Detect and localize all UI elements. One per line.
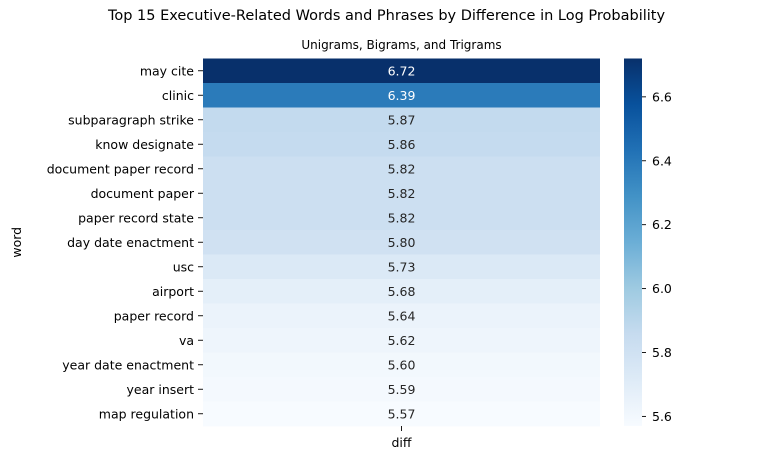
- y-tick-label: may cite: [140, 63, 194, 78]
- y-tick-label: va: [179, 333, 194, 348]
- y-tick-label: paper record state: [78, 210, 194, 225]
- heatmap-cell: [203, 352, 600, 378]
- cell-value-label: 5.87: [388, 112, 416, 127]
- heatmap-cells: 6.72 6.39 5.87 5.86 5.82 5.82 5.82 5.80 5.73 5.68…: [203, 58, 600, 427]
- heatmap-cell: [203, 377, 600, 402]
- cell-value-label: 5.64: [388, 308, 416, 323]
- cell-value-label: 5.57: [388, 406, 416, 421]
- heatmap-cell: [203, 401, 600, 427]
- chart-title: Top 15 Executive-Related Words and Phras…: [107, 8, 666, 24]
- y-axis: may cite clinic subparagraph strike know de…: [9, 63, 203, 421]
- cell-value-label: 5.59: [388, 382, 416, 397]
- heatmap-cell: [203, 230, 600, 255]
- y-tick-label: usc: [173, 259, 194, 274]
- y-tick-label: year date enactment: [62, 357, 194, 372]
- cell-value-label: 5.86: [388, 137, 416, 152]
- heatmap-cell: [203, 58, 600, 84]
- colorbar: 5.6 5.8 6.0 6.2 6.4 6.6: [624, 58, 672, 426]
- colorbar-tick-label: 6.2: [652, 217, 672, 232]
- cell-value-label: 6.39: [388, 88, 416, 103]
- cell-value-label: 5.60: [388, 357, 416, 372]
- colorbar-tick-label: 5.8: [652, 345, 672, 360]
- y-tick-label: document paper record: [47, 161, 194, 176]
- cell-value-label: 5.80: [388, 235, 416, 250]
- heatmap-cell: [203, 279, 600, 304]
- heatmap-cell: [203, 205, 600, 231]
- x-tick-label: diff: [391, 435, 411, 450]
- y-tick-label: know designate: [95, 137, 194, 152]
- cell-value-label: 5.68: [388, 284, 416, 299]
- heatmap-cell: [203, 254, 600, 280]
- chart-subtitle: Unigrams, Bigrams, and Trigrams: [301, 38, 502, 52]
- colorbar-tick-label: 6.6: [652, 89, 672, 104]
- y-tick-label: subparagraph strike: [68, 112, 194, 127]
- heatmap-cell: [203, 156, 600, 182]
- cell-value-label: 5.62: [388, 333, 416, 348]
- heatmap-cell: [203, 107, 600, 133]
- cell-value-label: 6.72: [388, 63, 416, 78]
- cell-value-label: 5.82: [388, 210, 416, 225]
- colorbar-tick-label: 5.6: [652, 409, 672, 424]
- heatmap-cell: [203, 132, 600, 157]
- colorbar-scale: [624, 58, 642, 426]
- x-axis: diff: [391, 426, 412, 450]
- y-tick-label: map regulation: [99, 406, 194, 421]
- heatmap-cell: [203, 303, 600, 329]
- heatmap-cell: [203, 83, 600, 108]
- colorbar-tick-label: 6.0: [652, 281, 672, 296]
- y-axis-label: word: [9, 227, 24, 258]
- y-tick-label: day date enactment: [67, 235, 194, 250]
- cell-value-label: 5.82: [388, 186, 416, 201]
- y-tick-label: year insert: [127, 382, 195, 397]
- cell-value-label: 5.82: [388, 161, 416, 176]
- colorbar-tick-label: 6.4: [652, 153, 672, 168]
- cell-value-label: 5.73: [388, 259, 416, 274]
- heatmap-cell: [203, 181, 600, 206]
- heatmap-cell: [203, 328, 600, 353]
- y-tick-label: airport: [152, 284, 194, 299]
- y-tick-label: clinic: [162, 88, 194, 103]
- y-tick-label: paper record: [114, 308, 194, 323]
- y-tick-label: document paper: [91, 186, 195, 201]
